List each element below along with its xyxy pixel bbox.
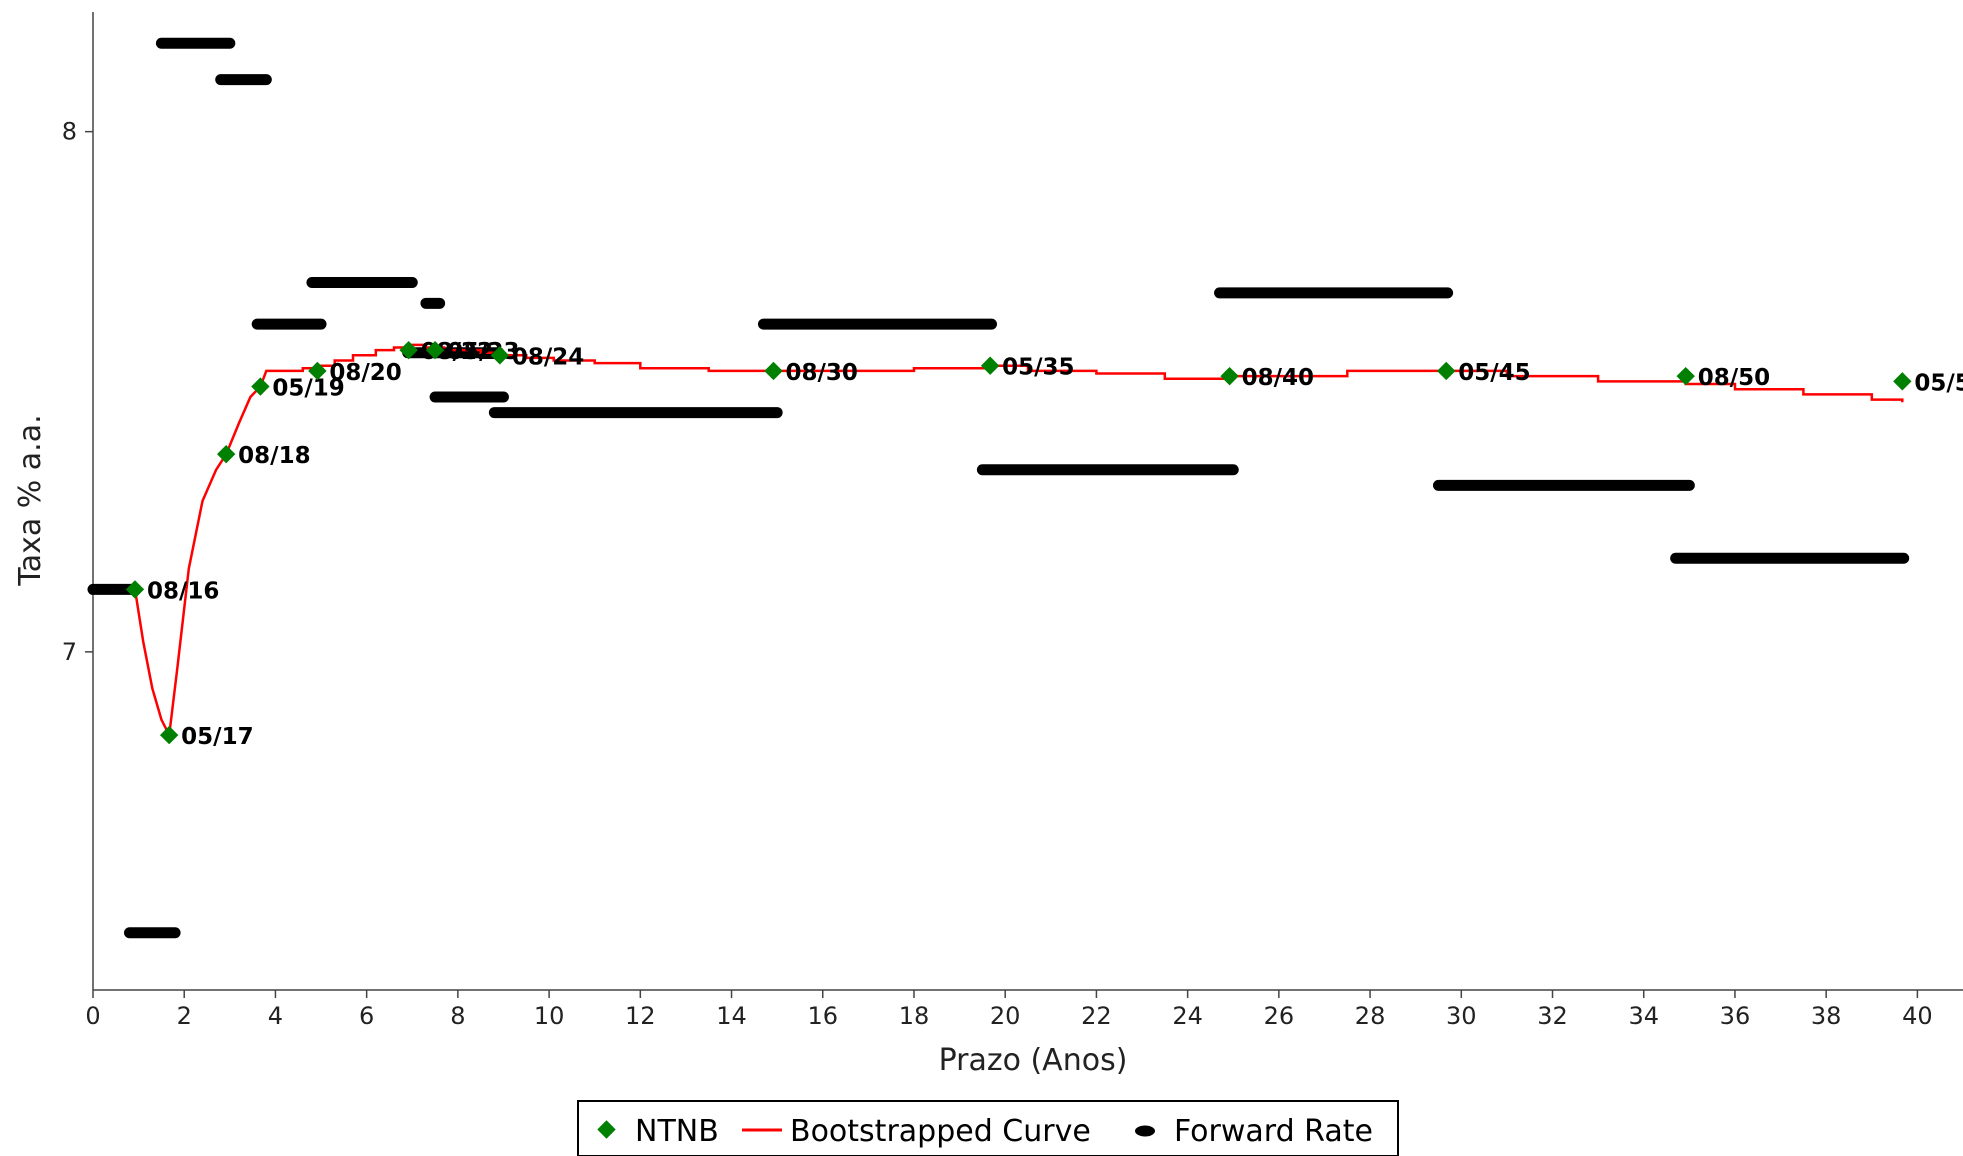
y-tick-label: 8 [62,118,77,146]
ntnb-point [251,377,270,396]
x-tick-label: 20 [990,1002,1021,1030]
x-tick-label: 34 [1628,1002,1659,1030]
ntnb-point [308,361,327,381]
x-tick-label: 2 [177,1002,192,1030]
x-tick-label: 38 [1811,1002,1842,1030]
ntnb-point [216,444,236,464]
x-tick-label: 22 [1081,1002,1112,1030]
ntnb-point-label: 05/45 [1458,360,1530,386]
x-tick-label: 6 [359,1002,374,1030]
x-tick-label: 10 [534,1002,565,1030]
y-ticks: 78 [62,118,93,666]
ntnb-point [1220,366,1239,386]
ntnb-point-label: 05/55 [1914,370,1963,396]
ntnb-point-label: 08/50 [1698,365,1770,391]
forward-rate-series [87,37,1910,939]
x-tick-label: 32 [1537,1002,1568,1030]
x-axis-label: Prazo (Anos) [939,1043,1128,1078]
ntnb-point-label: 05/17 [181,724,253,750]
x-tick-label: 28 [1355,1002,1386,1030]
ntnb-point [1437,361,1456,381]
ntnb-point [490,346,510,365]
x-tick-label: 24 [1172,1002,1203,1030]
ntnb-point-label: 05/35 [1002,355,1074,381]
legend-forward-label: Forward Rate [1174,1114,1373,1149]
ntnb-point-label: 08/20 [329,360,401,386]
ntnb-point [125,580,145,599]
y-axis-label: Taxa % a.a. [13,414,48,586]
ntnb-point [1893,372,1912,391]
legend: NTNB Bootstrapped Curve Forward Rate [577,1100,1399,1156]
ntnb-point-label: 08/16 [147,578,219,604]
x-tick-label: 12 [625,1002,656,1030]
bootstrapped-curve-line [133,343,1904,740]
x-tick-label: 26 [1264,1002,1295,1030]
x-tick-label: 8 [450,1002,465,1030]
x-tick-label: 30 [1446,1002,1477,1030]
axes [92,12,1963,991]
legend-ntnb-label: NTNB [635,1114,719,1149]
ntnb-point [1676,366,1695,386]
ntnb-point-label: 08/30 [785,360,857,386]
ntnb-point [399,340,418,360]
legend-box [577,1100,1399,1156]
legend-forward-marker [1135,1125,1155,1137]
ntnb-point-label: 08/24 [512,344,584,370]
y-tick-label: 7 [62,638,77,666]
ntnb-point [425,340,445,360]
ntnb-point-label: 08/40 [1242,365,1314,391]
x-tick-label: 14 [716,1002,747,1030]
ntnb-point-label: 05/23 [447,339,519,365]
bootstrapped-curve-series [133,343,1904,740]
ntnb-point [764,361,783,381]
x-tick-label: 36 [1720,1002,1751,1030]
ntnb-point-label: 05/19 [272,376,344,402]
ntnb-point [159,725,179,745]
x-tick-label: 16 [807,1002,838,1030]
ntnb-point-label: 08/18 [238,443,310,469]
x-ticks: 0 2 4 6 8 10 12 14 16 18 20 22 24 26 28 30 32 34 36 38 40 [85,990,1933,1030]
ntnb-point [980,356,1000,375]
x-tick-label: 4 [268,1002,283,1030]
x-tick-label: 40 [1902,1002,1933,1030]
legend-curve-label: Bootstrapped Curve [790,1114,1091,1149]
legend-ntnb-marker [597,1120,616,1139]
x-tick-label: 0 [85,1002,100,1030]
x-tick-label: 18 [899,1002,930,1030]
ntnb-series: 08/1605/1708/1805/1908/2008/2205/2308/24… [125,339,1963,750]
